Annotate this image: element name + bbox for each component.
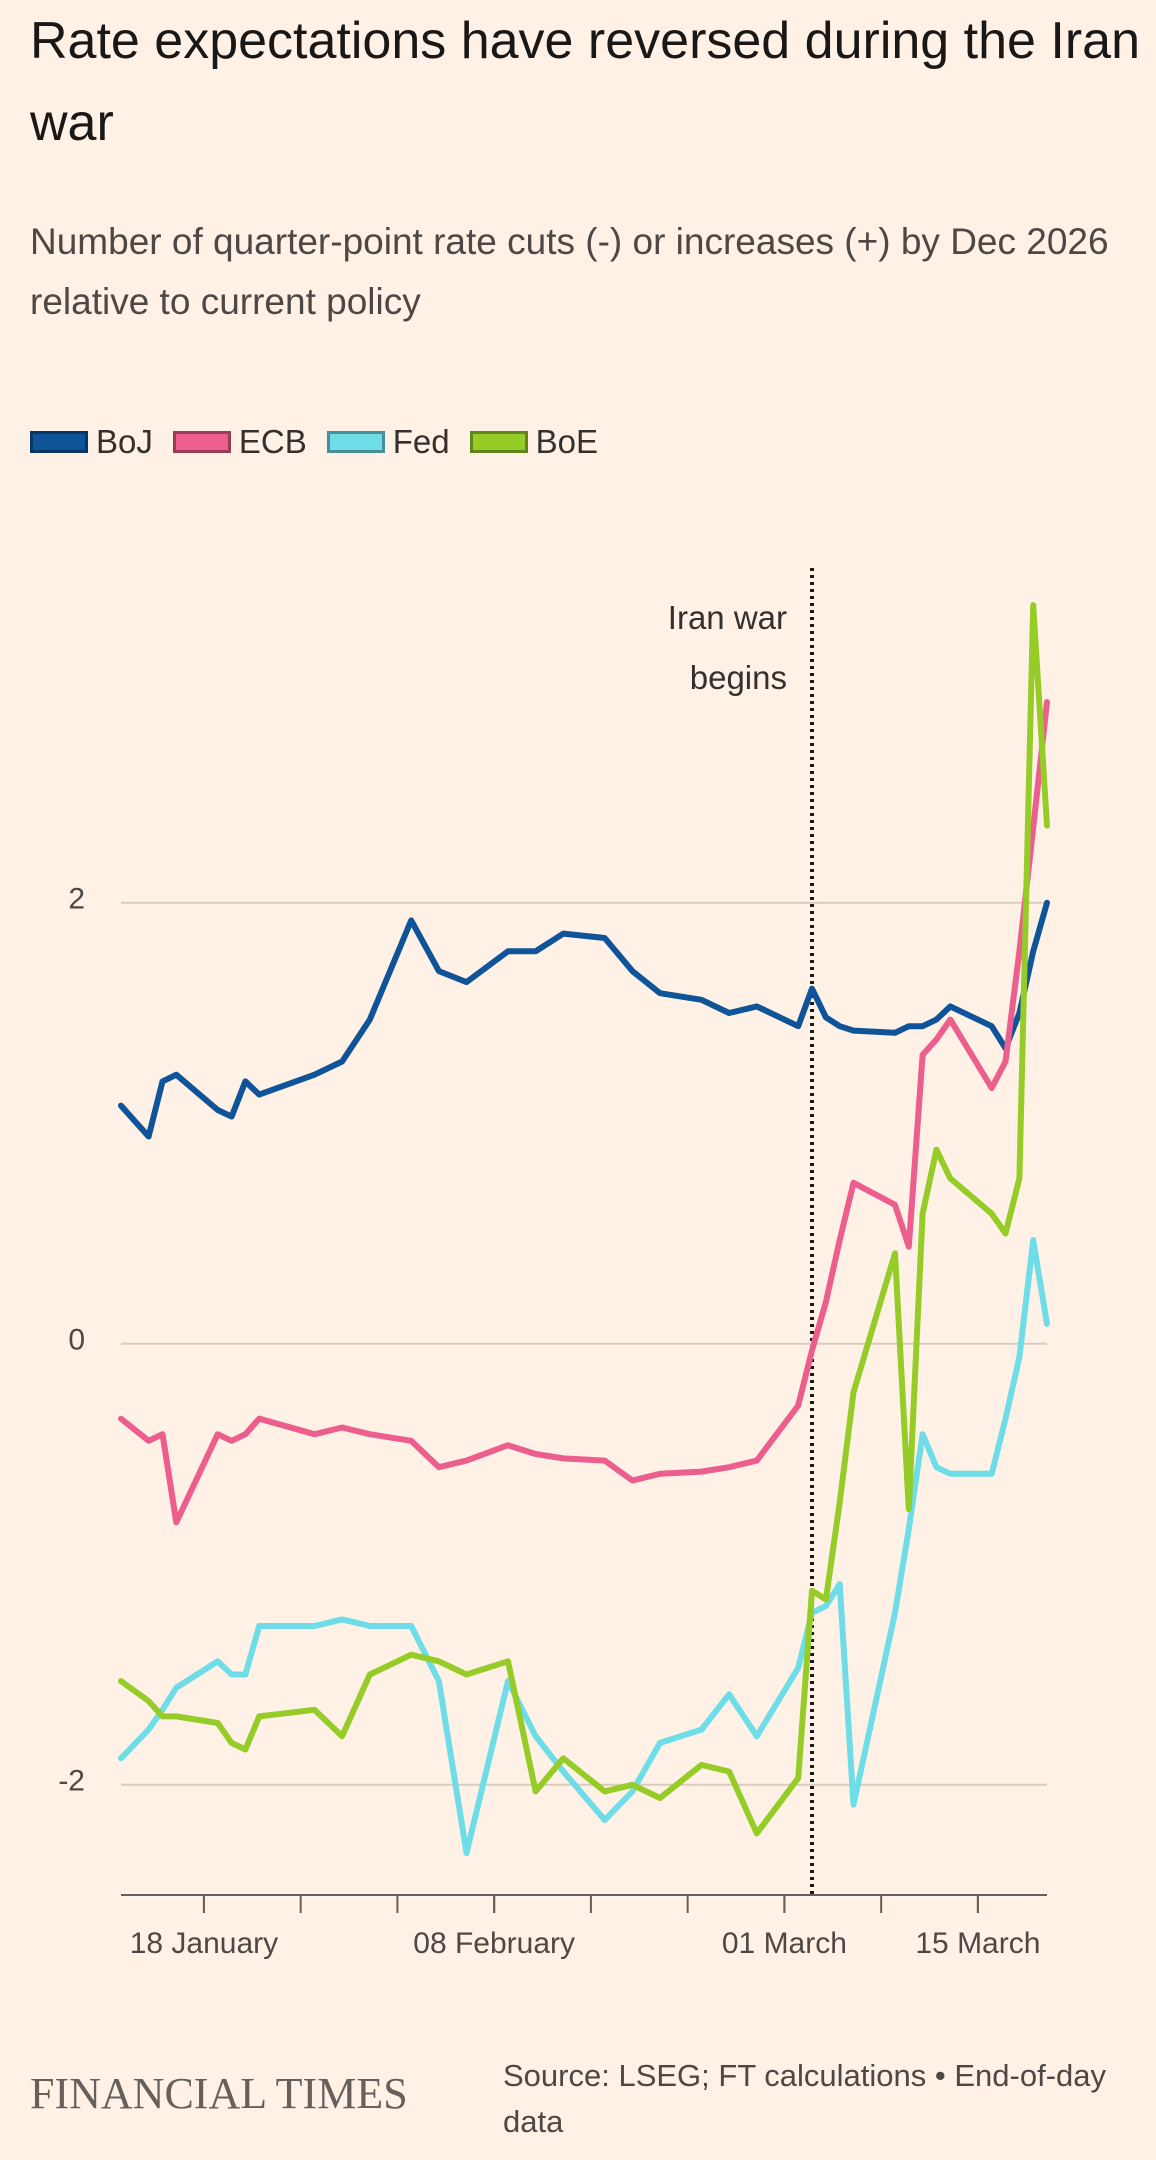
legend: BoJ ECB Fed BoE	[30, 420, 598, 464]
y-tick-label: -2	[58, 1765, 85, 1798]
series-line	[118, 1237, 1050, 1857]
series-line	[118, 899, 1050, 1140]
legend-item: BoJ	[30, 420, 153, 464]
x-tick-label: 18 January	[130, 1927, 278, 1960]
legend-item: ECB	[172, 420, 307, 464]
y-tick-label: 2	[68, 883, 85, 916]
legend-item: Fed	[326, 420, 450, 464]
legend-label: ECB	[238, 423, 307, 460]
legend-swatch	[30, 431, 88, 453]
x-tick-label: 01 March	[722, 1927, 847, 1960]
legend-swatch	[172, 431, 231, 453]
x-tick-label: 08 February	[413, 1927, 575, 1960]
annotation: Iran war begins	[667, 599, 787, 696]
x-tick-label: 15 March	[915, 1927, 1040, 1960]
chart: -2 0 2 18 January 08 February 01 March 15 Marc…	[58, 568, 1050, 1960]
legend-swatch	[326, 431, 385, 453]
legend-label: BoJ	[96, 423, 153, 460]
series-line	[118, 699, 1050, 1526]
y-tick-label: 0	[68, 1324, 85, 1357]
legend-label: BoE	[535, 423, 598, 460]
legend-label: Fed	[392, 423, 450, 460]
chart-title: Rate expectations have reversed during t…	[30, 12, 1141, 152]
chart-subtitle: Number of quarter-point rate cuts (-) or…	[30, 221, 1109, 322]
legend-swatch	[469, 431, 528, 453]
brand: FINANCIAL TIMES	[30, 2069, 408, 2118]
legend-item: BoE	[469, 420, 598, 464]
source-note: Source: LSEG; FT calculations • End-of-d…	[503, 2058, 1107, 2139]
series-line	[118, 602, 1050, 1837]
